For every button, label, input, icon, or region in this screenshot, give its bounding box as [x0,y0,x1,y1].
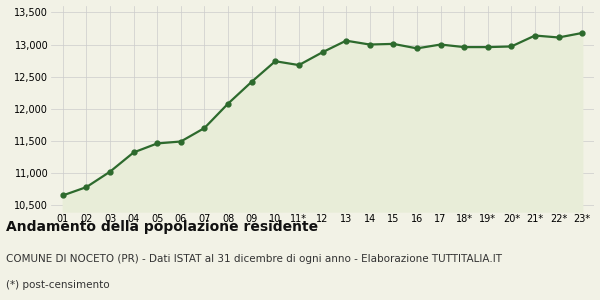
Text: Andamento della popolazione residente: Andamento della popolazione residente [6,220,318,235]
Text: (*) post-censimento: (*) post-censimento [6,280,110,290]
Text: COMUNE DI NOCETO (PR) - Dati ISTAT al 31 dicembre di ogni anno - Elaborazione TU: COMUNE DI NOCETO (PR) - Dati ISTAT al 31… [6,254,502,263]
